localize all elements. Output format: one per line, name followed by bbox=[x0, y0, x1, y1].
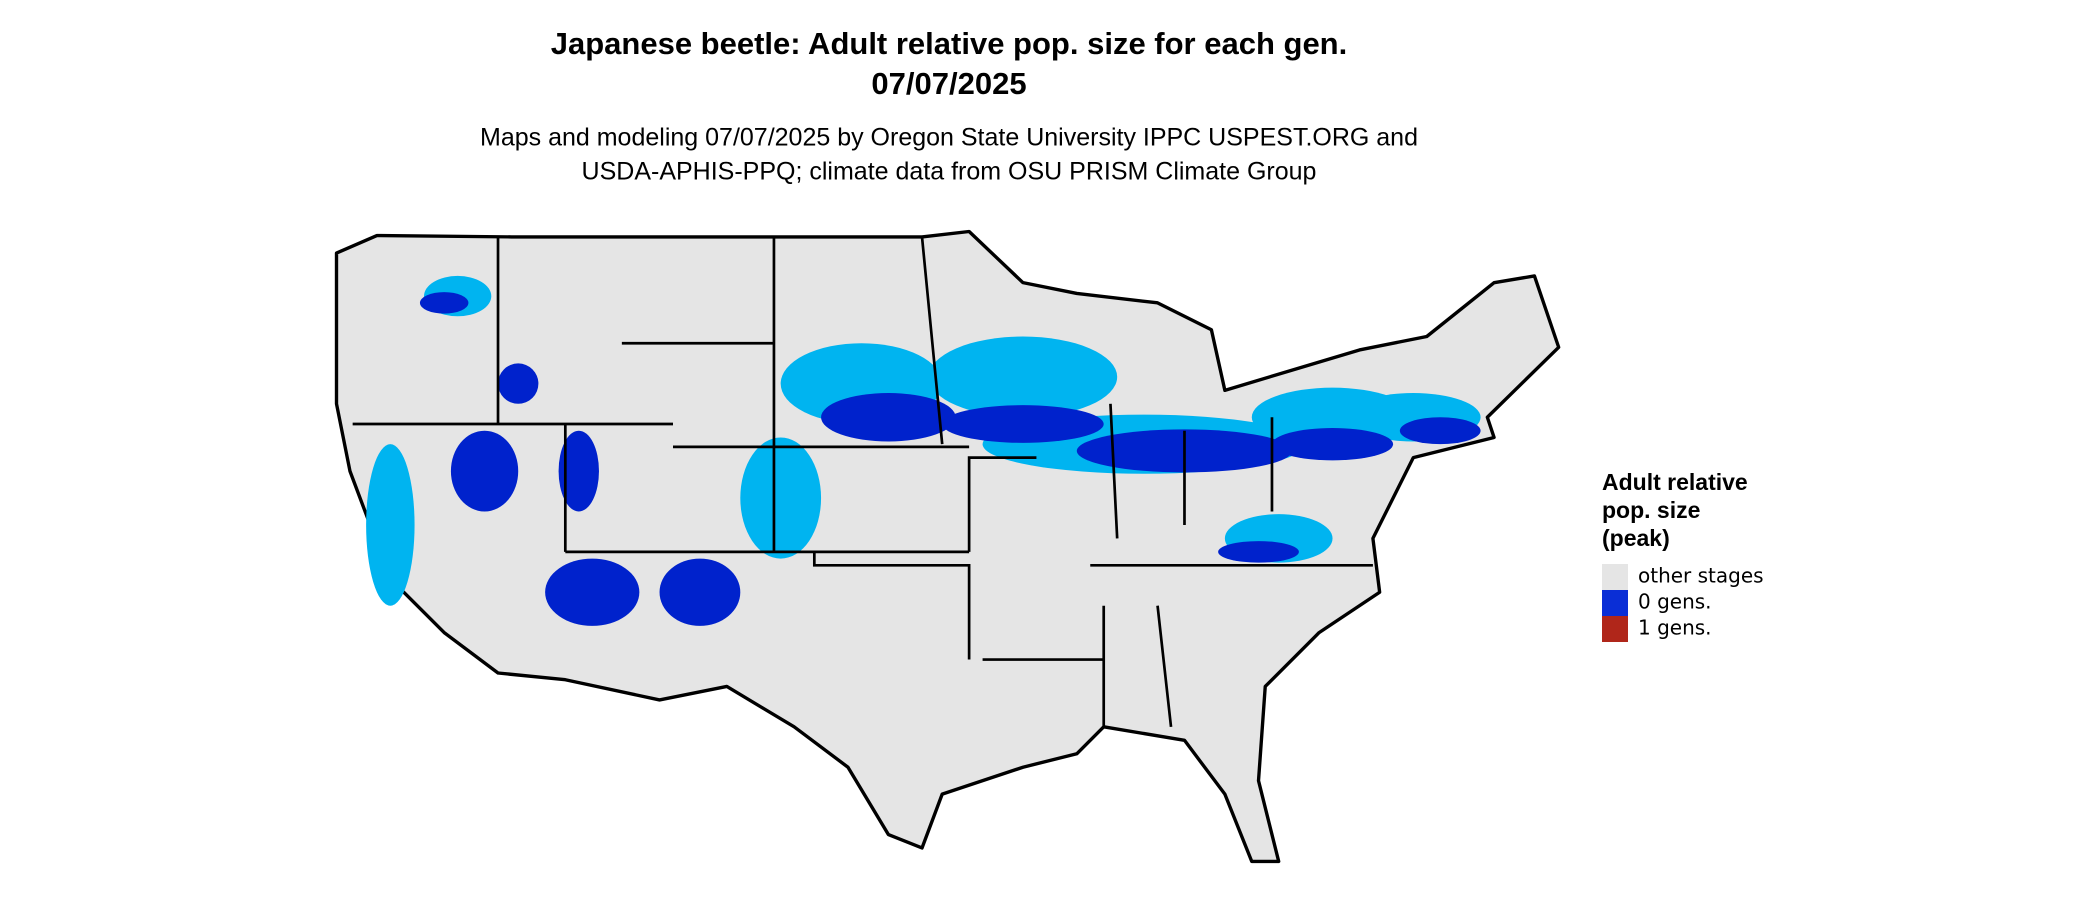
legend-swatch bbox=[1602, 616, 1628, 642]
subtitle: USDA-APHIS-PPQ; climate data from OSU PR… bbox=[582, 158, 1317, 186]
us-outline bbox=[334, 229, 1561, 864]
title: Japanese beetle: Adult relative pop. siz… bbox=[551, 26, 1347, 61]
state-borders bbox=[352, 236, 1373, 727]
legend-label: other stages bbox=[1638, 564, 1764, 588]
legend-label: 0 gens. bbox=[1638, 590, 1712, 614]
subtitle: Maps and modeling 07/07/2025 by Oregon S… bbox=[480, 124, 1418, 152]
legend-title: pop. size bbox=[1602, 497, 1700, 523]
legend-label: 1 gens. bbox=[1638, 616, 1712, 640]
dark-blue-areas bbox=[419, 292, 1481, 626]
legend-title: (peak) bbox=[1602, 525, 1670, 551]
legend-swatch bbox=[1602, 564, 1628, 590]
legend-title: Adult relative bbox=[1602, 469, 1748, 495]
map bbox=[334, 229, 1561, 864]
title-date: 07/07/2025 bbox=[871, 66, 1026, 101]
light-blue-areas bbox=[366, 275, 1481, 606]
legend-swatch bbox=[1602, 590, 1628, 616]
